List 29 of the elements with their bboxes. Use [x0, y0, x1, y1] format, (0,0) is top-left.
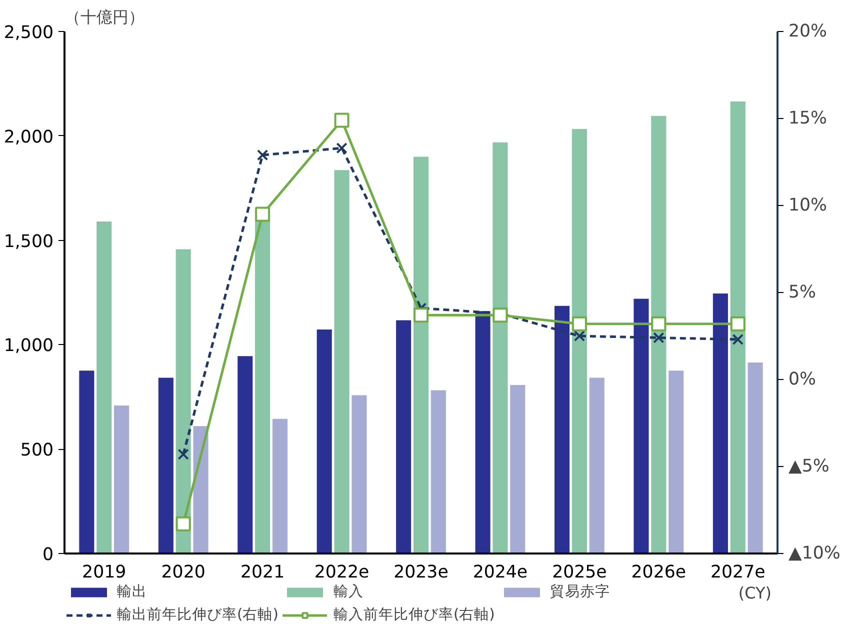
y2-tick-label: 0%	[788, 370, 816, 390]
text: (CY)	[738, 584, 772, 602]
x-tick-label: 2024e	[472, 562, 528, 582]
legend-label: 輸出	[117, 582, 147, 601]
legend-label: 輸入前年比伸び率(右軸)	[333, 605, 495, 624]
legend-label: 輸出前年比伸び率(右軸)	[117, 605, 278, 624]
legend-label: 貿易赤字	[550, 582, 610, 601]
y-tick-label: 0	[42, 545, 54, 565]
y2-tick-label: 10%	[788, 196, 828, 216]
x-tick-label: 2027e	[710, 562, 766, 582]
y-tick-label: 500	[20, 440, 54, 461]
x-tick-label: 2019	[82, 562, 126, 582]
x-tick-label: 2021	[240, 562, 285, 582]
x-tick-label: 2022e	[314, 562, 370, 582]
legend-label: 輸入	[333, 582, 364, 601]
y-tick-label: 2,000	[4, 127, 54, 148]
x-tick-label: 2023e	[394, 562, 448, 582]
y2-tick-label: ▲10%	[788, 544, 840, 564]
y2-tick-label: 15%	[788, 108, 828, 128]
y2-tick-label: 5%	[788, 282, 816, 302]
y-axis-title: （十億円）	[64, 8, 144, 26]
y2-tick-label: ▲5%	[788, 456, 830, 476]
y-tick-label: 1,000	[4, 336, 54, 356]
y-tick-label: 1,500	[4, 232, 54, 252]
x-tick-label: 2020	[161, 562, 206, 582]
x-tick-label: 2026e	[631, 562, 686, 582]
y-tick-label: 2,500	[4, 23, 54, 43]
y2-tick-label: 20%	[788, 22, 828, 42]
x-tick-label: 2025e	[552, 562, 607, 582]
